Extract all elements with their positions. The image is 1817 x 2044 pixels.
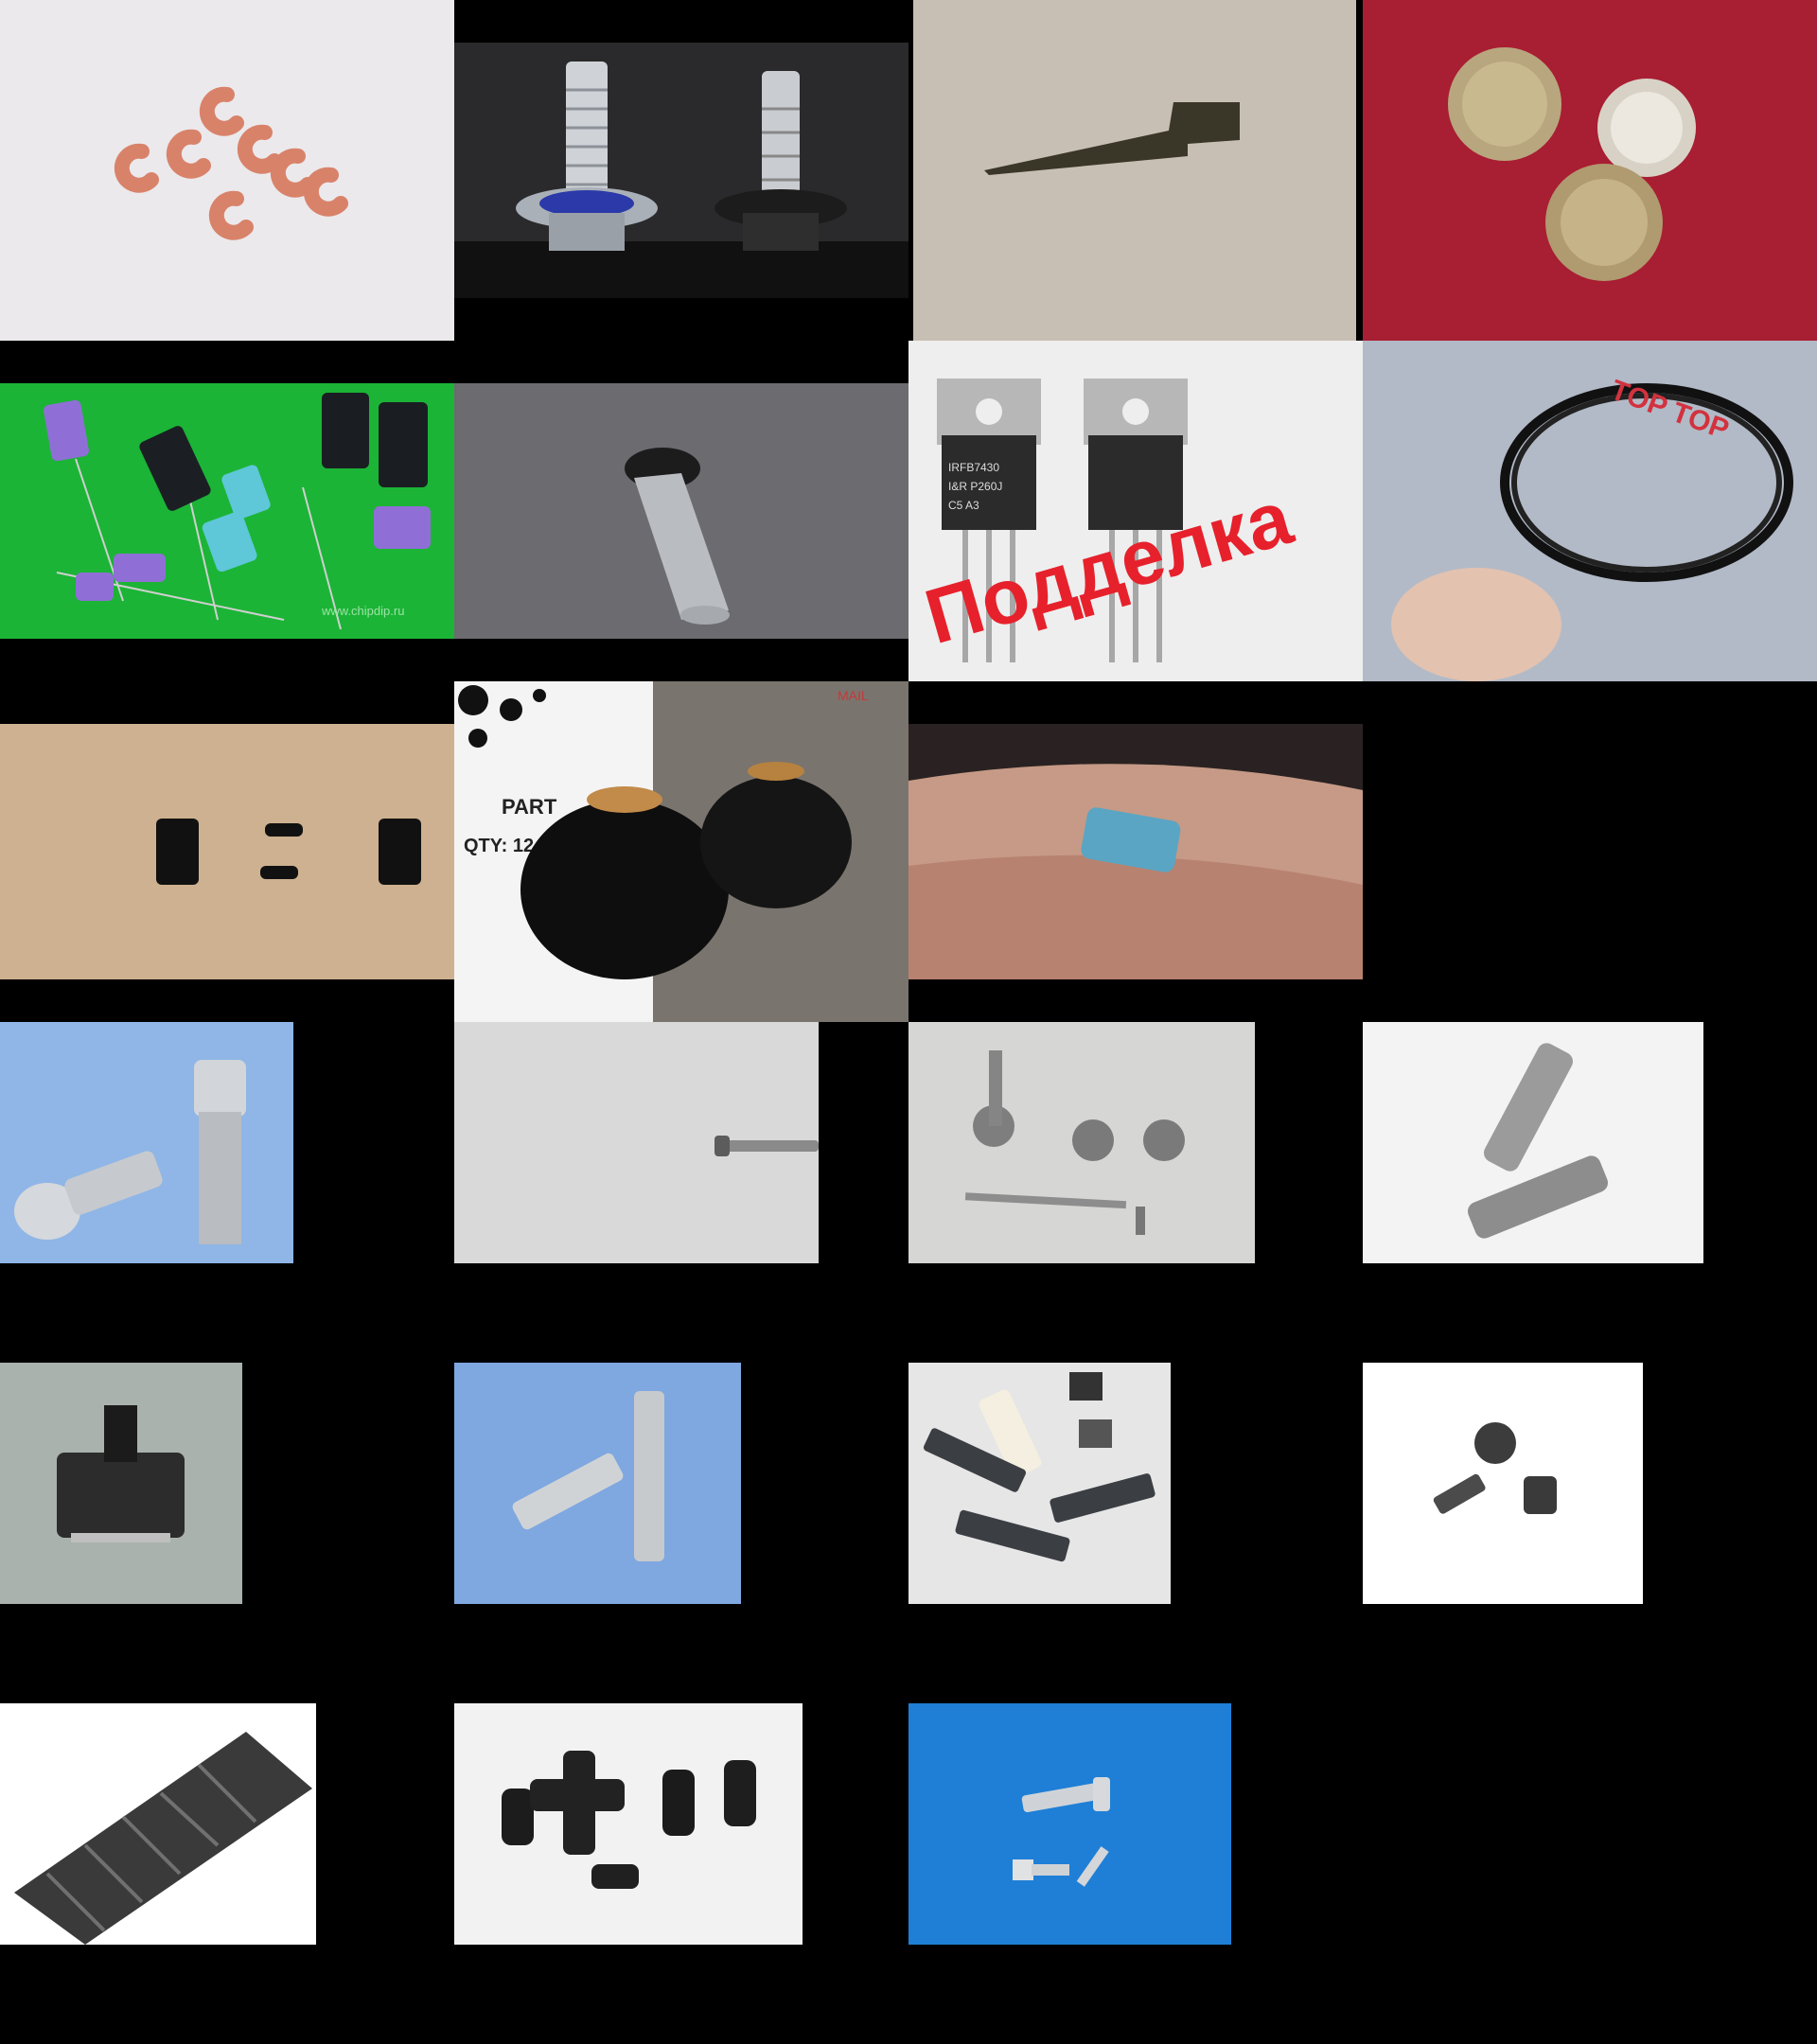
hand-capacitor-photo	[908, 724, 1363, 979]
nylon-bolts-photo	[908, 1363, 1171, 1604]
copper-beads-photo	[0, 0, 454, 341]
tile-countersunk-screws[interactable]	[454, 1363, 741, 1604]
drain-bolts-photo	[454, 43, 908, 298]
set-screw-photo	[0, 1703, 316, 1945]
mailbox-label: MAIL	[838, 688, 869, 703]
tile-capacitor-in-hand[interactable]	[908, 724, 1363, 979]
chip-marking-3: C5 A3	[948, 499, 979, 512]
tile-rotary-switch[interactable]	[0, 1363, 242, 1604]
tile-nylon-bolts[interactable]	[908, 1363, 1171, 1604]
tile-metal-blade[interactable]	[913, 0, 1356, 341]
machine-screw-photo	[454, 1022, 819, 1263]
blade-photo	[913, 0, 1356, 341]
box-label-part: PART	[502, 795, 557, 819]
transistors-photo	[1363, 0, 1817, 341]
box-label-qty: QTY: 12 P	[464, 836, 552, 856]
chip-marking-1: IRFB7430	[948, 461, 999, 474]
tile-fake-transistors[interactable]: IRFB7430 I&R P260J C5 A3 Подделка	[908, 341, 1363, 681]
capacitors-photo: www.chipdip.ru	[0, 383, 454, 639]
torx-screws-photo	[454, 1703, 803, 1945]
tile-oil-drain-bolts[interactable]	[454, 43, 908, 298]
tile-plastic-connectors[interactable]	[0, 724, 454, 979]
tile-metal-pin[interactable]	[454, 383, 908, 639]
fake-transistors-photo: IRFB7430 I&R P260J C5 A3 Подделка	[908, 341, 1363, 681]
tile-black-torx-screws[interactable]	[454, 1703, 803, 1945]
tile-piston-rings[interactable]: TOP TOP	[1363, 341, 1817, 681]
countersunk-screws-photo	[454, 1363, 741, 1604]
tile-metal-can-transistors[interactable]	[1363, 0, 1817, 341]
metal-pin-photo	[454, 383, 908, 639]
watermark-text: www.chipdip.ru	[321, 604, 404, 618]
tile-small-machine-screw[interactable]	[454, 1022, 819, 1263]
blue-bolts-photo	[908, 1703, 1231, 1945]
chip-marking-2: I&R P260J	[948, 480, 1002, 493]
phillips-screws-photo	[908, 1022, 1255, 1263]
socket-screws-photo	[0, 1022, 293, 1263]
tile-capacitors[interactable]: www.chipdip.ru	[0, 383, 454, 639]
hex-screws-photo	[1363, 1022, 1703, 1263]
bushings-photo: PART QTY: 12 P MAIL	[454, 681, 908, 1022]
tile-hex-socket-screws[interactable]	[1363, 1022, 1703, 1263]
tile-phillips-screws[interactable]	[908, 1022, 1255, 1263]
tile-set-screw[interactable]	[0, 1703, 316, 1945]
tile-socket-cap-screws[interactable]	[0, 1022, 293, 1263]
connectors-photo	[0, 724, 454, 979]
tile-bolts-blue-bg[interactable]	[908, 1703, 1231, 1945]
piston-rings-photo: TOP TOP	[1363, 341, 1817, 681]
tile-rubber-bushings[interactable]: PART QTY: 12 P MAIL	[454, 681, 908, 1022]
tile-black-socket-screws[interactable]	[1363, 1363, 1643, 1604]
black-socket-screws-photo	[1363, 1363, 1643, 1604]
rotary-switch-photo	[0, 1363, 242, 1604]
tile-copper-crimp-beads[interactable]	[0, 0, 454, 341]
